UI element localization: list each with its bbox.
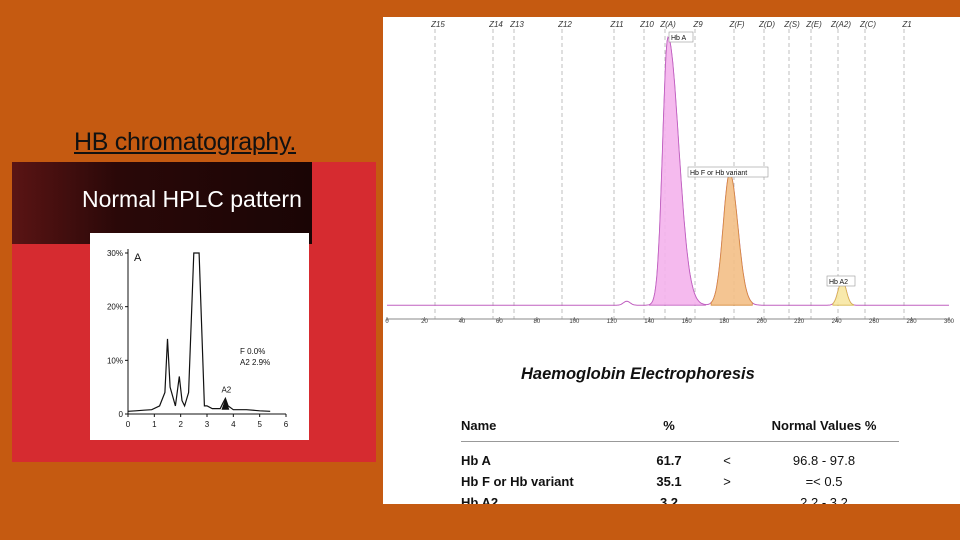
hplc-trace-line bbox=[127, 252, 271, 412]
zone-label: Z10 bbox=[639, 20, 654, 29]
hb-f-label: Hb F or Hb variant bbox=[690, 170, 747, 177]
right-report-panel: Z15 Z14 Z13 Z12 Z11 Z10 Z(A) Z9 Z(F) Z(D) Z(S) Z(E)… bbox=[383, 17, 960, 504]
x-tick-label: 220 bbox=[794, 319, 805, 325]
x-tick-label: 200 bbox=[757, 319, 768, 325]
a2-peak-fill bbox=[221, 398, 230, 410]
row-normal: 2.2 - 3.2 bbox=[800, 495, 848, 504]
x-tick-label: 6 bbox=[284, 420, 289, 429]
annotation-a2: A2 2.9% bbox=[240, 358, 270, 367]
zone-label: Z(E) bbox=[805, 20, 822, 29]
normal-hplc-svg: 0 10% 20% 30% 0 1 2 3 4 5 6 A F 0.0% A2 2.9% A2 bbox=[107, 249, 289, 429]
row-name: Hb F or Hb variant bbox=[461, 474, 574, 489]
zone-label: Z13 bbox=[509, 20, 524, 29]
row-normal: 96.8 - 97.8 bbox=[792, 453, 856, 468]
hb-a-label-box bbox=[668, 31, 694, 43]
a2-peak-label: A2 bbox=[221, 385, 231, 394]
zone-label: Z(A2) bbox=[830, 20, 851, 29]
x-tick-label: 140 bbox=[644, 319, 655, 325]
x-tick-label: 100 bbox=[569, 319, 580, 325]
y-tick-label: 0 bbox=[119, 410, 124, 419]
zone-label: Z(A) bbox=[659, 20, 676, 29]
x-tick-label: 40 bbox=[459, 319, 466, 325]
y-tick-label: 20% bbox=[107, 303, 123, 312]
chromatogram-svg: Z15 Z14 Z13 Z12 Z11 Z10 Z(A) Z9 Z(F) Z(D) Z(S) Z(E)… bbox=[385, 20, 955, 325]
x-tick-label: 120 bbox=[607, 319, 618, 325]
left-figure-heading: Normal HPLC pattern bbox=[82, 186, 302, 212]
hb-a-peak-area bbox=[648, 36, 706, 306]
row-percent: 35.1 bbox=[656, 474, 682, 489]
zone-label: Z(S) bbox=[783, 20, 800, 29]
row-percent: 61.7 bbox=[656, 453, 682, 468]
hb-a-label: Hb A bbox=[671, 35, 687, 42]
zone-label: Z15 bbox=[430, 20, 445, 29]
zone-label: Z(F) bbox=[728, 20, 744, 29]
x-tick-label: 4 bbox=[231, 420, 236, 429]
col-header-normal: Normal Values % bbox=[749, 415, 899, 442]
hb-f-label-box bbox=[687, 166, 769, 178]
x-tick-label: 260 bbox=[869, 319, 880, 325]
x-tick-label: 2 bbox=[178, 420, 183, 429]
x-tick-label: 280 bbox=[907, 319, 918, 325]
x-tick-label: 180 bbox=[719, 319, 730, 325]
row-normal: =< 0.5 bbox=[805, 474, 843, 489]
col-header-name: Name bbox=[461, 415, 633, 442]
x-tick-label: 160 bbox=[682, 319, 693, 325]
zone-label: Z(D) bbox=[758, 20, 775, 29]
row-percent: 3.2 bbox=[659, 495, 679, 504]
row-flag: < bbox=[723, 453, 731, 468]
x-tick-label: 240 bbox=[832, 319, 843, 325]
zone-label: Z12 bbox=[557, 20, 572, 29]
table-row: Hb A2 3.2 2.2 - 3.2 bbox=[461, 492, 899, 504]
results-table: Name % Normal Values % Hb A 61.7 < 96.8 … bbox=[461, 415, 899, 504]
y-tick-label: 30% bbox=[107, 249, 123, 258]
x-tick-label: 80 bbox=[534, 319, 541, 325]
x-tick-label: 0 bbox=[385, 319, 389, 325]
x-tick-label: 1 bbox=[152, 420, 157, 429]
row-name: Hb A2 bbox=[461, 495, 499, 504]
zone-label: Z1 bbox=[901, 20, 911, 29]
col-header-percent: % bbox=[633, 415, 705, 442]
normal-hplc-chart: 0 10% 20% 30% 0 1 2 3 4 5 6 A F 0.0% A2 2.9% A2 bbox=[90, 233, 309, 440]
slide-title: HB chromatography. bbox=[74, 128, 297, 156]
annotation-f: F 0.0% bbox=[240, 347, 265, 356]
zone-label: Z9 bbox=[692, 20, 703, 29]
x-tick-label: 0 bbox=[126, 420, 131, 429]
y-tick-label: 10% bbox=[107, 356, 123, 365]
col-header-flag bbox=[705, 415, 749, 442]
zone-label: Z14 bbox=[488, 20, 503, 29]
x-tick-label: 300 bbox=[944, 319, 955, 325]
table-row: Hb F or Hb variant 35.1 > =< 0.5 bbox=[461, 471, 899, 492]
row-flag bbox=[705, 492, 749, 504]
hb-a2-label-box bbox=[826, 275, 856, 287]
zone-label: Z(C) bbox=[859, 20, 876, 29]
results-header-row: Name % Normal Values % bbox=[461, 415, 899, 442]
hb-a2-label: Hb A2 bbox=[829, 279, 848, 286]
x-tick-label: 3 bbox=[205, 420, 210, 429]
table-row: Hb A 61.7 < 96.8 - 97.8 bbox=[461, 442, 899, 472]
row-flag: > bbox=[723, 474, 731, 489]
x-tick-label: 20 bbox=[421, 319, 428, 325]
row-name: Hb A bbox=[461, 453, 491, 468]
x-tick-label: 5 bbox=[257, 420, 262, 429]
hb-f-peak-area bbox=[710, 172, 753, 306]
heading-band bbox=[12, 162, 312, 244]
left-image-panel: Normal HPLC pattern 0 10% 20% 30% 0 1 2 3 4 5 6 A F … bbox=[12, 162, 376, 462]
chart-title-letter: A bbox=[134, 252, 142, 264]
report-title: Haemoglobin Electrophoresis bbox=[521, 365, 755, 383]
zone-label: Z11 bbox=[609, 20, 623, 29]
x-tick-label: 60 bbox=[496, 319, 503, 325]
